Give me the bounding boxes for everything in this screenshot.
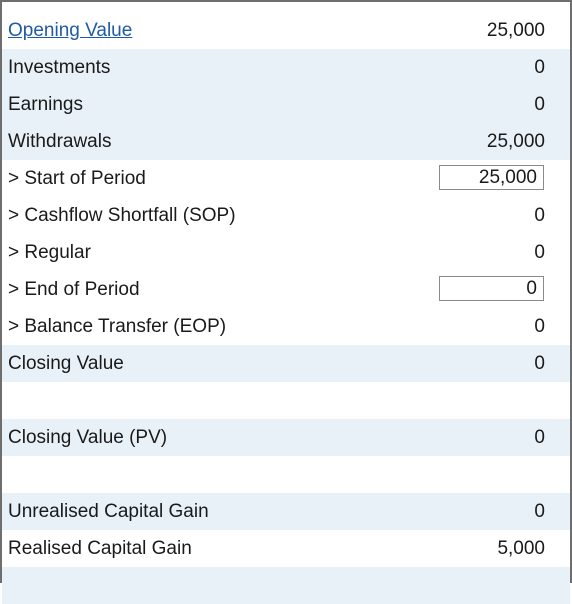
spacer-row — [2, 382, 570, 419]
row-closing-value-pv: Closing Value (PV) 0 — [2, 419, 570, 456]
unrealised-capital-gain-value: 0 — [534, 501, 545, 522]
withdrawals-value: 25,000 — [486, 131, 545, 152]
row-closing-value: Closing Value 0 — [2, 345, 570, 382]
earnings-value: 0 — [534, 94, 545, 115]
closing-value-label: Closing Value — [8, 353, 124, 374]
realised-capital-gain-label: Realised Capital Gain — [8, 538, 192, 559]
investments-value: 0 — [534, 57, 545, 78]
regular-value: 0 — [534, 242, 545, 263]
row-investments: Investments 0 — [2, 49, 570, 86]
row-cashflow-shortfall: > Cashflow Shortfall (SOP) 0 — [2, 197, 570, 234]
balance-transfer-label: > Balance Transfer (EOP) — [8, 316, 227, 337]
start-of-period-input[interactable] — [439, 165, 544, 190]
start-of-period-label: > Start of Period — [8, 168, 146, 189]
spacer-row-bottom — [2, 567, 570, 604]
row-unrealised-capital-gain: Unrealised Capital Gain 0 — [2, 493, 570, 530]
row-opening-value: Opening Value 25,000 — [2, 12, 570, 49]
cashflow-shortfall-label: > Cashflow Shortfall (SOP) — [8, 205, 236, 226]
regular-label: > Regular — [8, 242, 91, 263]
row-earnings: Earnings 0 — [2, 86, 570, 123]
unrealised-capital-gain-label: Unrealised Capital Gain — [8, 501, 209, 522]
realised-capital-gain-value: 5,000 — [497, 538, 545, 559]
row-balance-transfer: > Balance Transfer (EOP) 0 — [2, 308, 570, 345]
closing-value-pv-label: Closing Value (PV) — [8, 427, 168, 448]
opening-value-value: 25,000 — [486, 20, 545, 41]
opening-value-label[interactable]: Opening Value — [8, 12, 132, 49]
row-end-of-period: > End of Period — [2, 271, 570, 308]
balance-transfer-value: 0 — [534, 316, 545, 337]
end-of-period-label: > End of Period — [8, 279, 140, 300]
opening-value-link[interactable]: Opening Value — [8, 20, 133, 41]
cashflow-shortfall-value: 0 — [534, 205, 545, 226]
row-withdrawals: Withdrawals 25,000 — [2, 123, 570, 160]
closing-value-value: 0 — [534, 353, 545, 374]
spacer-row — [2, 456, 570, 493]
row-regular: > Regular 0 — [2, 234, 570, 271]
summary-table: Opening Value 25,000 Investments 0 Earni… — [2, 12, 570, 604]
withdrawals-label: Withdrawals — [8, 131, 112, 152]
row-realised-capital-gain: Realised Capital Gain 5,000 — [2, 530, 570, 567]
end-of-period-input[interactable] — [439, 276, 544, 301]
row-start-of-period: > Start of Period — [2, 160, 570, 197]
closing-value-pv-value: 0 — [534, 427, 545, 448]
earnings-label: Earnings — [8, 94, 83, 115]
investments-label: Investments — [8, 57, 111, 78]
